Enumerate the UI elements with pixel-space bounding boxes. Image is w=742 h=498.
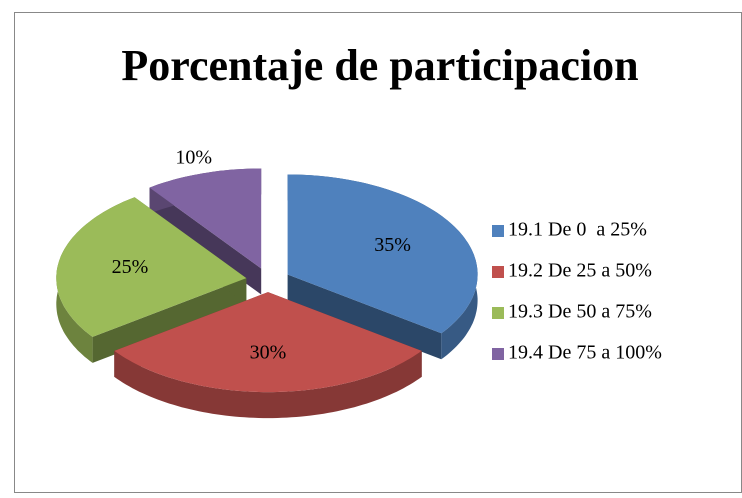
legend-swatch xyxy=(492,266,504,278)
pie-slice xyxy=(114,292,422,393)
data-label: 30% xyxy=(250,342,287,364)
legend-swatch xyxy=(492,225,504,237)
pie-slice xyxy=(149,168,262,269)
legend-swatch xyxy=(492,348,504,360)
legend-swatch xyxy=(492,307,504,319)
data-label: 25% xyxy=(112,256,149,278)
legend-label: 19.4 De 75 a 100% xyxy=(508,342,662,364)
slice-rim xyxy=(114,350,422,419)
chart-title: Porcentaje de participacion xyxy=(121,41,638,90)
legend-label: 19.2 De 25 a 50% xyxy=(508,260,652,282)
slice-wall xyxy=(287,274,442,360)
data-label: 35% xyxy=(374,234,411,256)
legend-label: 19.3 De 50 a 75% xyxy=(508,301,652,323)
slice-wall xyxy=(149,187,262,295)
slice-wall xyxy=(92,278,247,363)
legend-label: 19.1 De 0 a 25% xyxy=(508,219,647,241)
pie-slice xyxy=(56,197,247,337)
pie-slice xyxy=(287,174,478,334)
data-label: 10% xyxy=(175,147,212,169)
